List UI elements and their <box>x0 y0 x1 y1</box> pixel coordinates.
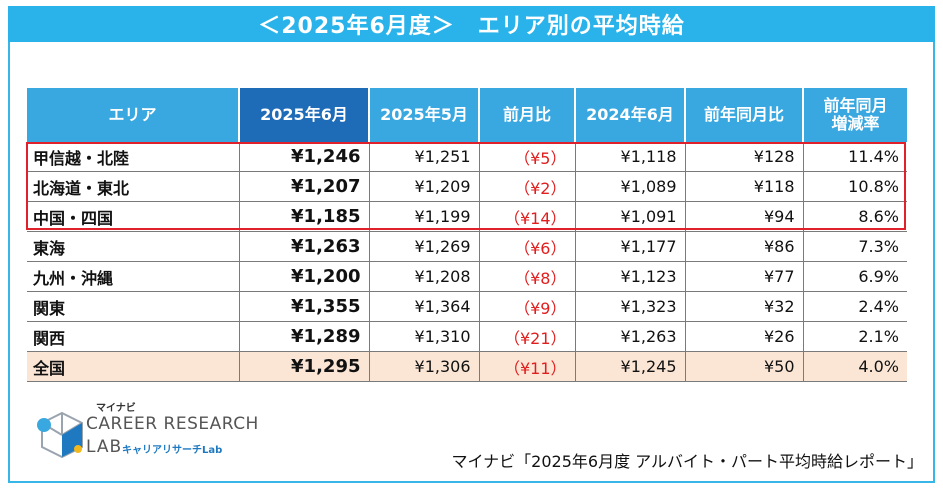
career-research-lab-logo-icon <box>37 411 83 459</box>
cell-area: 関西 <box>27 321 239 352</box>
cell-area: 関東 <box>27 291 239 322</box>
cell-2025-jun: ¥1,246 <box>238 142 369 172</box>
table-row-total: 全国 ¥1,295 ¥1,306 （¥11） ¥1,245 ¥50 4.0% <box>27 351 907 382</box>
cell-2025-jun: ¥1,263 <box>238 231 369 262</box>
cell-yoy-rate: 7.3% <box>802 231 907 262</box>
cell-yoy-rate: 4.0% <box>802 351 907 382</box>
cell-area: 北海道・東北 <box>27 171 239 202</box>
cell-2024-jun: ¥1,245 <box>574 351 685 382</box>
cell-mom: （¥5） <box>478 142 575 172</box>
header-area: エリア <box>27 88 239 142</box>
cell-area: 九州・沖縄 <box>27 261 239 292</box>
cell-2025-jun: ¥1,295 <box>238 351 369 382</box>
page-title: ＜2025年6月度＞ エリア別の平均時給 <box>8 6 935 42</box>
cell-yoy: ¥32 <box>684 291 803 322</box>
cell-yoy: ¥118 <box>684 171 803 202</box>
cell-2025-jun: ¥1,289 <box>238 321 369 352</box>
cell-2025-jun: ¥1,200 <box>238 261 369 292</box>
cell-yoy: ¥94 <box>684 201 803 232</box>
cell-2025-may: ¥1,269 <box>368 231 479 262</box>
cell-2025-may: ¥1,251 <box>368 142 479 172</box>
cell-2024-jun: ¥1,118 <box>574 142 685 172</box>
cell-area: 中国・四国 <box>27 201 239 232</box>
logo-brand-small: マイナビ <box>96 403 136 414</box>
header-2024-jun: 2024年6月 <box>574 88 685 142</box>
cell-yoy: ¥26 <box>684 321 803 352</box>
source-caption: マイナビ「2025年6月度 アルバイト・パート平均時給レポート」 <box>451 452 923 471</box>
cell-mom: （¥9） <box>478 291 575 322</box>
cell-mom: （¥21） <box>478 321 575 352</box>
cell-2025-jun: ¥1,185 <box>238 201 369 232</box>
cell-mom: （¥11） <box>478 351 575 382</box>
table-row: 関東 ¥1,355 ¥1,364 （¥9） ¥1,323 ¥32 2.4% <box>27 291 907 322</box>
cell-area: 全国 <box>27 351 239 382</box>
cell-yoy: ¥77 <box>684 261 803 292</box>
logo-brand-sub: キャリアリサーチLab <box>122 445 223 456</box>
cell-yoy: ¥50 <box>684 351 803 382</box>
header-yoy: 前年同月比 <box>684 88 803 142</box>
cell-yoy-rate: 2.1% <box>802 321 907 352</box>
wage-table: エリア 2025年6月 2025年5月 前月比 2024年6月 前年同月比 前年… <box>27 88 907 382</box>
cell-mom: （¥14） <box>478 201 575 232</box>
table-row: 関西 ¥1,289 ¥1,310 （¥21） ¥1,263 ¥26 2.1% <box>27 321 907 352</box>
cell-yoy: ¥128 <box>684 142 803 172</box>
cell-2025-may: ¥1,199 <box>368 201 479 232</box>
cell-yoy-rate: 10.8% <box>802 171 907 202</box>
cell-area: 甲信越・北陸 <box>27 142 239 172</box>
table-row: 東海 ¥1,263 ¥1,269 （¥6） ¥1,177 ¥86 7.3% <box>27 231 907 262</box>
table-row: 北海道・東北 ¥1,207 ¥1,209 （¥2） ¥1,089 ¥118 10… <box>27 171 907 202</box>
table-header-row: エリア 2025年6月 2025年5月 前月比 2024年6月 前年同月比 前年… <box>27 88 907 142</box>
cell-mom: （¥6） <box>478 231 575 262</box>
header-2025-jun: 2025年6月 <box>238 88 369 142</box>
cell-yoy: ¥86 <box>684 231 803 262</box>
logo-brand-lab: LAB <box>86 437 123 457</box>
cell-2024-jun: ¥1,091 <box>574 201 685 232</box>
header-2025-may: 2025年5月 <box>368 88 479 142</box>
cell-2025-may: ¥1,306 <box>368 351 479 382</box>
cell-2025-may: ¥1,208 <box>368 261 479 292</box>
cell-yoy-rate: 6.9% <box>802 261 907 292</box>
header-yoy-rate-line2: 増減率 <box>831 114 880 133</box>
header-mom: 前月比 <box>478 88 575 142</box>
logo-brand-main: CAREER RESEARCH <box>86 414 259 434</box>
header-yoy-rate-line1: 前年同月 <box>823 95 888 115</box>
cell-mom: （¥8） <box>478 261 575 292</box>
cell-2024-jun: ¥1,177 <box>574 231 685 262</box>
cell-2025-may: ¥1,364 <box>368 291 479 322</box>
cell-yoy-rate: 2.4% <box>802 291 907 322</box>
cell-yoy-rate: 8.6% <box>802 201 907 232</box>
cell-mom: （¥2） <box>478 171 575 202</box>
cell-yoy-rate: 11.4% <box>802 142 907 172</box>
cell-2024-jun: ¥1,263 <box>574 321 685 352</box>
cell-2024-jun: ¥1,089 <box>574 171 685 202</box>
cell-2025-may: ¥1,310 <box>368 321 479 352</box>
cell-2025-may: ¥1,209 <box>368 171 479 202</box>
header-yoy-rate: 前年同月 増減率 <box>802 88 907 142</box>
table-row: 甲信越・北陸 ¥1,246 ¥1,251 （¥5） ¥1,118 ¥128 11… <box>27 142 907 172</box>
table-row: 中国・四国 ¥1,185 ¥1,199 （¥14） ¥1,091 ¥94 8.6… <box>27 201 907 232</box>
cell-2024-jun: ¥1,123 <box>574 261 685 292</box>
table-row: 九州・沖縄 ¥1,200 ¥1,208 （¥8） ¥1,123 ¥77 6.9% <box>27 261 907 292</box>
cell-area: 東海 <box>27 231 239 262</box>
cell-2025-jun: ¥1,355 <box>238 291 369 322</box>
cell-2024-jun: ¥1,323 <box>574 291 685 322</box>
cell-2025-jun: ¥1,207 <box>238 171 369 202</box>
